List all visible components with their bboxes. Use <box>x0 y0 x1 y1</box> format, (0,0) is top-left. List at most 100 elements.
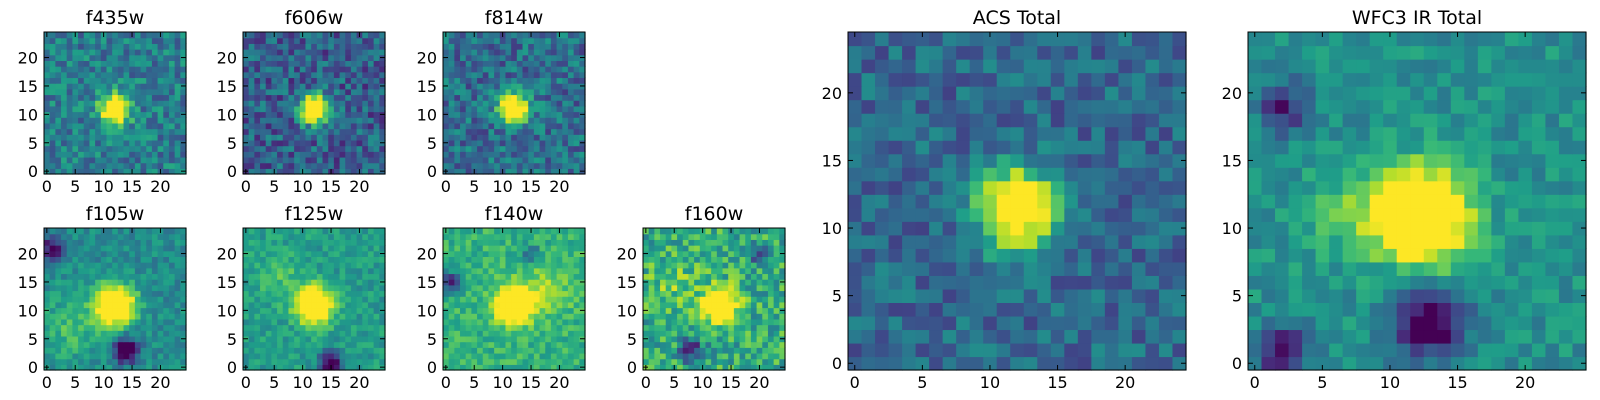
heatmap-cell <box>157 54 164 61</box>
y-tick-label: 15 <box>417 273 437 292</box>
y-tick-label: 0 <box>427 358 437 377</box>
heatmap-cell <box>288 296 295 303</box>
heatmap-cell <box>134 71 142 79</box>
heatmap-cell <box>1037 248 1052 263</box>
heatmap-cell <box>350 233 358 240</box>
heatmap-cell <box>117 37 125 44</box>
heatmap-cell <box>345 313 352 320</box>
heatmap-cell <box>562 318 569 326</box>
heatmap-cell <box>83 43 91 50</box>
heatmap-cell <box>379 347 386 354</box>
heatmap-cell <box>49 256 56 263</box>
heatmap-cell <box>367 335 375 343</box>
heatmap-cell <box>316 239 324 246</box>
heatmap-cell <box>328 279 335 286</box>
heatmap-cell <box>311 239 318 246</box>
heatmap-cell <box>157 139 164 147</box>
x-tick-label: 5 <box>70 373 80 392</box>
heatmap-cell <box>460 324 467 331</box>
heatmap-cell <box>89 49 96 56</box>
heatmap-cell <box>95 83 102 90</box>
heatmap-cell <box>448 239 455 246</box>
heatmap-cell <box>157 66 164 73</box>
heatmap-cell <box>72 307 79 314</box>
y-tick-label: 5 <box>427 134 437 153</box>
heatmap-cell <box>488 49 495 56</box>
heatmap-cell <box>277 245 284 252</box>
heatmap-cell <box>705 250 712 257</box>
heatmap-cell <box>356 60 363 67</box>
heatmap-cell <box>767 256 775 263</box>
heatmap-cell <box>567 296 575 303</box>
heatmap-cell <box>248 88 255 96</box>
heatmap-cell <box>482 134 490 141</box>
heatmap-cell <box>482 37 490 44</box>
heatmap-cell <box>78 128 85 135</box>
heatmap-cell <box>750 358 758 365</box>
heatmap-cell <box>168 233 176 240</box>
heatmap-cell <box>488 94 495 101</box>
heatmap-cell <box>460 151 467 158</box>
heatmap-cell <box>379 128 386 135</box>
heatmap-cell <box>488 245 495 252</box>
heatmap-cell <box>83 122 91 130</box>
heatmap-cell <box>1023 194 1038 209</box>
heatmap-cell <box>533 168 541 175</box>
heatmap-cell <box>83 301 91 309</box>
heatmap-cell <box>180 88 187 96</box>
heatmap-cell <box>248 228 255 235</box>
heatmap-cell <box>465 122 472 130</box>
heatmap-cell <box>699 262 707 269</box>
heatmap-cell <box>140 139 147 147</box>
heatmap-cell <box>350 347 358 354</box>
heatmap-cell <box>282 347 290 354</box>
heatmap-cell <box>316 256 324 263</box>
heatmap-cell <box>78 364 85 371</box>
axes-frame <box>442 227 586 371</box>
heatmap-cell <box>528 262 535 269</box>
heatmap-cell <box>573 117 580 124</box>
x-tick-label: 5 <box>269 177 279 196</box>
heatmap-cell <box>339 296 346 303</box>
heatmap-cell <box>488 139 495 147</box>
heatmap-cell <box>350 151 358 158</box>
heatmap-cell <box>260 335 267 343</box>
heatmap-cell <box>750 296 758 303</box>
heatmap-cell <box>533 284 541 292</box>
heatmap-cell <box>146 335 153 343</box>
heatmap-cell <box>643 262 650 269</box>
heatmap-cell <box>49 296 56 303</box>
heatmap-cell <box>299 162 307 169</box>
heatmap-cell <box>522 245 529 252</box>
heatmap-cell <box>123 77 130 84</box>
heatmap-cell <box>95 290 102 297</box>
heatmap-cell <box>146 162 153 169</box>
heatmap-cell <box>454 318 461 326</box>
heatmap-cell <box>305 151 312 158</box>
x-tick-label: 15 <box>321 373 341 392</box>
heatmap-cell <box>671 256 678 263</box>
heatmap-cell <box>123 335 130 343</box>
heatmap-cell <box>373 77 380 84</box>
heatmap-cell <box>117 139 125 147</box>
heatmap-cell <box>1050 356 1065 371</box>
heatmap-cell <box>277 301 284 309</box>
heatmap-cell <box>44 245 51 252</box>
heatmap-cell <box>134 83 142 90</box>
heatmap-cell <box>443 100 450 107</box>
heatmap-cell <box>716 245 724 252</box>
heatmap-cell <box>174 139 181 147</box>
heatmap-cell <box>89 117 96 124</box>
heatmap-cell <box>567 318 575 326</box>
heatmap-cell <box>134 273 142 280</box>
heatmap-cell <box>373 100 380 107</box>
heatmap-cell <box>55 60 62 67</box>
heatmap-cell <box>494 122 501 130</box>
heatmap-cell <box>180 290 187 297</box>
heatmap-cell <box>248 54 255 61</box>
heatmap-cell <box>448 139 455 147</box>
heatmap-cell <box>243 290 250 297</box>
heatmap-cell <box>55 341 62 348</box>
heatmap-cell <box>471 49 478 56</box>
heatmap-cell <box>942 302 957 317</box>
